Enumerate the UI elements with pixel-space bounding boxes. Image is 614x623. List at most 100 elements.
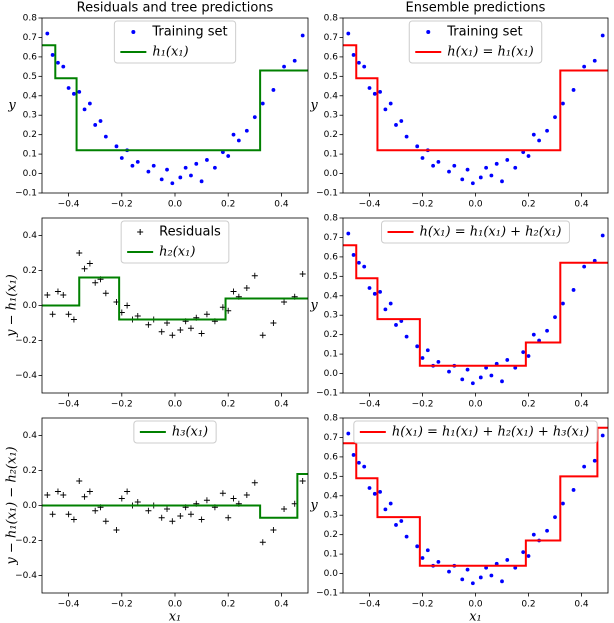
point	[561, 501, 565, 506]
x-tick-label: −0.4	[359, 200, 381, 210]
legend: h(x₁) = h₁(x₁) + h₂(x₁) + h₃(x₁)	[353, 420, 598, 444]
x-tick-label: −0.2	[111, 400, 133, 410]
legend-box	[381, 220, 570, 244]
y-tick-label: 0.7	[324, 233, 338, 243]
step-line	[343, 426, 608, 567]
point	[45, 31, 50, 36]
point	[76, 250, 83, 256]
point	[404, 534, 409, 539]
point	[500, 179, 504, 184]
subplot-title: Residuals and tree predictions	[77, 1, 274, 16]
point	[135, 159, 140, 164]
x-tick-label: 0.0	[468, 600, 483, 610]
y-tick-label: 0.8	[324, 214, 339, 224]
point	[526, 154, 531, 158]
point	[92, 507, 99, 514]
y-tick-label: 0.4	[324, 291, 339, 301]
point	[431, 163, 435, 168]
point	[65, 311, 72, 318]
x-tick-label: 0.0	[168, 400, 183, 410]
point	[383, 507, 388, 512]
point	[230, 495, 237, 502]
x-tick-label: 0.4	[574, 200, 589, 210]
point	[114, 144, 119, 149]
y-tick-label: −0.4	[15, 371, 37, 381]
point	[270, 320, 277, 326]
point	[86, 488, 93, 495]
point	[81, 493, 88, 500]
x-tick-label: 0.2	[221, 600, 235, 610]
y-tick-label: 0.2	[23, 466, 37, 476]
point	[169, 332, 176, 339]
point	[571, 288, 576, 292]
point	[500, 379, 504, 384]
step-line	[343, 244, 608, 367]
point	[271, 88, 276, 92]
legend-label: h(x₁) = h₁(x₁) + h₂(x₁)	[420, 225, 562, 240]
y-tick-label: 0.8	[324, 414, 339, 424]
point	[500, 579, 504, 584]
point	[404, 334, 409, 339]
subplot: −0.4 −0.2 0.0 0.2 0.4 −0.1 0.0 0.1 0.2 0.3 0.4 0.5 0…	[309, 414, 609, 623]
point	[72, 91, 76, 96]
x-tick-label: 0.4	[574, 400, 589, 410]
point	[600, 433, 605, 438]
legend-label: h(x₁) = h₁(x₁)	[447, 45, 534, 60]
x-tick-label: 0.0	[168, 600, 183, 610]
point	[436, 559, 441, 564]
point	[470, 581, 475, 586]
point	[243, 492, 250, 498]
point	[213, 165, 217, 170]
point	[54, 488, 61, 495]
legend-box	[408, 20, 543, 64]
y-tick-label: −0.1	[316, 589, 338, 599]
x-tick-label: 0.2	[521, 600, 535, 610]
point	[60, 292, 67, 298]
point	[372, 91, 377, 96]
point	[470, 181, 475, 186]
y-tick-label: 0.2	[324, 130, 338, 140]
point	[561, 101, 565, 106]
y-tick-label: 0.0	[324, 369, 339, 379]
x-tick-label: 0.4	[274, 400, 289, 410]
point	[98, 119, 103, 123]
x-tick-label: 0.2	[221, 400, 235, 410]
y-tick-label: 0.1	[324, 350, 338, 360]
point	[362, 64, 367, 69]
point	[404, 134, 409, 139]
point	[231, 132, 236, 137]
point	[259, 332, 266, 339]
point	[65, 511, 72, 518]
point	[351, 53, 356, 57]
point	[165, 167, 169, 172]
plot-area	[42, 31, 308, 186]
point	[489, 573, 494, 578]
y-tick-label: 0.4	[324, 91, 339, 101]
x-tick-label: −0.2	[111, 200, 133, 210]
point	[346, 231, 351, 236]
point	[372, 491, 377, 496]
legend: h(x₁) = h₁(x₁) + h₂(x₁)	[381, 220, 570, 244]
point	[505, 558, 510, 562]
point	[199, 179, 204, 184]
axes-frame	[342, 417, 609, 594]
point	[465, 567, 470, 572]
point	[521, 550, 526, 555]
point	[145, 321, 152, 328]
point	[553, 515, 557, 520]
subplot: Ensemble predictions −0.4 −0.2 0.0 0.2 0.4 −0.…	[309, 1, 609, 210]
point	[243, 285, 250, 291]
point	[82, 107, 87, 112]
y-tick-label: 0.0	[324, 569, 339, 579]
plot-area	[42, 250, 308, 339]
y-axis-label: y	[7, 98, 16, 113]
legend-swatch	[426, 30, 431, 34]
legend-label: Residuals	[159, 225, 221, 240]
point	[158, 514, 165, 521]
point	[77, 89, 82, 94]
point	[134, 499, 141, 505]
point	[102, 518, 109, 525]
point	[252, 115, 257, 120]
point	[357, 260, 361, 265]
